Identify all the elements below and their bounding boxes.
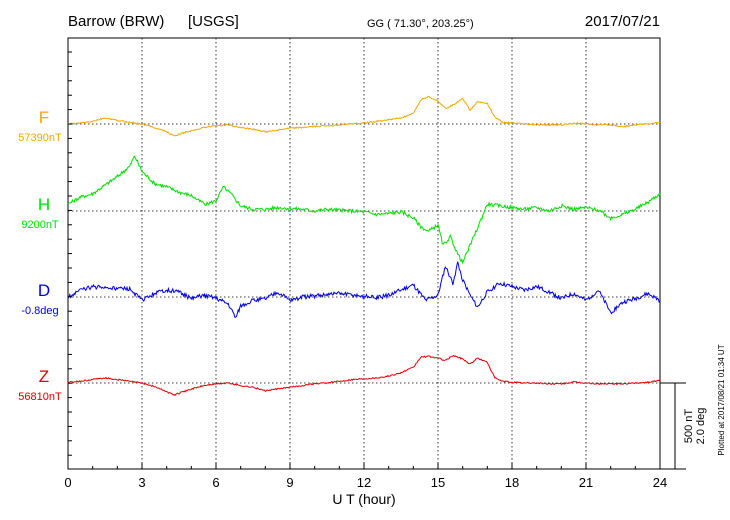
date-label: 2017/07/21 [585, 13, 660, 30]
source-label: [USGS] [188, 13, 239, 30]
x-axis-label: U T (hour) [332, 491, 395, 507]
series-name-h: H [38, 195, 50, 214]
baseline-value-d: -0.8deg [21, 305, 58, 317]
x-tick-label: 24 [653, 475, 667, 490]
x-tick-label: 15 [431, 475, 445, 490]
traces [67, 95, 661, 397]
x-tick-label: 9 [286, 475, 293, 490]
scale-bar [660, 382, 686, 470]
series-name-f: F [39, 108, 49, 127]
trace-f [67, 95, 661, 137]
series-labels: F 57390nT H 9200nT D -0.8deg Z 56810nT [18, 108, 62, 403]
scale-label-deg: 2.0 deg [695, 408, 707, 445]
scale-label-nt: 500 nT [683, 409, 695, 444]
x-tick-label: 18 [505, 475, 519, 490]
x-tick-label: 12 [357, 475, 371, 490]
x-axis: 0 3 6 9 12 15 18 21 24 [64, 51, 667, 490]
trace-d [67, 261, 661, 318]
coords-label: GG ( 71.30°, 203.25°) [367, 18, 474, 30]
series-name-d: D [38, 281, 50, 300]
trace-z [67, 354, 661, 397]
x-tick-label: 6 [212, 475, 219, 490]
trace-h [67, 155, 661, 265]
series-name-z: Z [39, 367, 49, 386]
x-tick-label: 21 [579, 475, 593, 490]
baseline-value-h: 9200nT [21, 219, 59, 231]
baseline-value-f: 57390nT [18, 132, 62, 144]
plotted-note: Plotted at 2017/08/21 01:34 UT [717, 344, 726, 455]
baseline-value-z: 56810nT [18, 391, 62, 403]
station-title: Barrow (BRW) [68, 13, 164, 30]
x-tick-label: 3 [138, 475, 145, 490]
x-tick-label: 0 [64, 475, 71, 490]
grid [68, 38, 660, 469]
